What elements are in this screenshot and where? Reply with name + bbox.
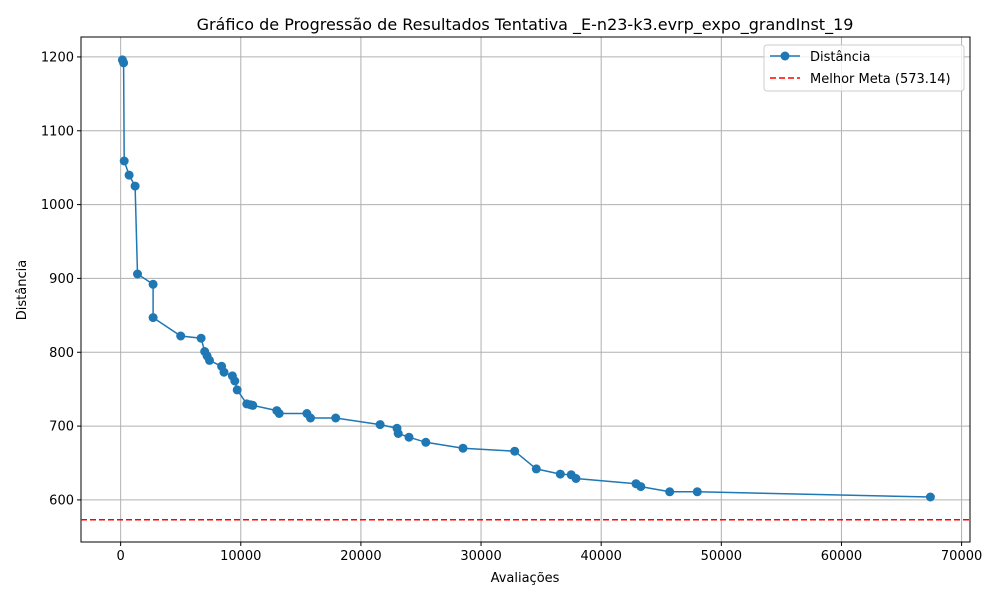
y-tick-label: 1000 bbox=[41, 198, 74, 213]
x-axis-label: Avaliações bbox=[491, 571, 560, 586]
data-point bbox=[692, 487, 702, 497]
legend-series-label: Distância bbox=[810, 50, 870, 65]
data-point bbox=[531, 464, 541, 474]
x-tick-label: 40000 bbox=[581, 549, 622, 564]
grid-lines bbox=[81, 37, 970, 542]
x-tick-label: 0 bbox=[117, 549, 125, 564]
y-tick-label: 1100 bbox=[41, 124, 74, 139]
y-tick-label: 900 bbox=[49, 272, 74, 287]
x-tick-label: 50000 bbox=[701, 549, 742, 564]
chart-title: Gráfico de Progressão de Resultados Tent… bbox=[197, 15, 854, 35]
data-point bbox=[148, 279, 158, 289]
data-point bbox=[274, 409, 284, 418]
x-tick-label: 30000 bbox=[460, 549, 501, 564]
data-point bbox=[232, 385, 242, 395]
data-point bbox=[306, 413, 315, 423]
data-point bbox=[119, 58, 129, 68]
data-point bbox=[133, 269, 142, 279]
data-point bbox=[148, 313, 158, 323]
x-tick-label: 60000 bbox=[821, 549, 862, 564]
data-point bbox=[404, 432, 414, 442]
legend: Distância Melhor Meta (573.14) bbox=[763, 44, 965, 92]
x-tick-label: 20000 bbox=[340, 549, 381, 564]
plot-area-border bbox=[80, 36, 971, 543]
data-point bbox=[665, 487, 675, 497]
y-tick-label: 800 bbox=[49, 346, 74, 361]
data-point bbox=[176, 331, 186, 341]
data-point bbox=[219, 367, 229, 377]
data-point bbox=[331, 413, 341, 423]
data-point bbox=[925, 492, 935, 502]
data-point bbox=[393, 429, 403, 438]
x-tick-label: 10000 bbox=[220, 549, 261, 564]
data-point bbox=[571, 474, 581, 483]
data-point bbox=[119, 156, 129, 166]
data-point bbox=[421, 437, 431, 447]
data-point bbox=[636, 482, 646, 492]
y-tick-label: 1200 bbox=[41, 50, 74, 65]
axis-ticks: 0 10000 20000 30000 40000 50000 60000 70000 600 7… bbox=[41, 50, 982, 564]
y-axis-label: Distância bbox=[15, 260, 30, 320]
x-tick-label: 70000 bbox=[941, 549, 982, 564]
y-tick-label: 700 bbox=[49, 420, 74, 435]
data-point bbox=[510, 446, 520, 456]
data-point bbox=[375, 420, 385, 430]
data-point bbox=[130, 181, 140, 191]
data-point bbox=[124, 170, 134, 180]
y-tick-label: 600 bbox=[49, 493, 74, 508]
data-point bbox=[555, 469, 565, 479]
legend-series-marker bbox=[780, 51, 790, 61]
legend-box bbox=[763, 44, 965, 92]
data-point bbox=[458, 443, 468, 453]
data-point bbox=[248, 400, 258, 410]
data-point bbox=[205, 355, 214, 365]
legend-reference-label: Melhor Meta (573.14) bbox=[810, 72, 951, 87]
data-series bbox=[117, 55, 935, 502]
data-point bbox=[230, 376, 240, 386]
data-point bbox=[196, 333, 206, 343]
